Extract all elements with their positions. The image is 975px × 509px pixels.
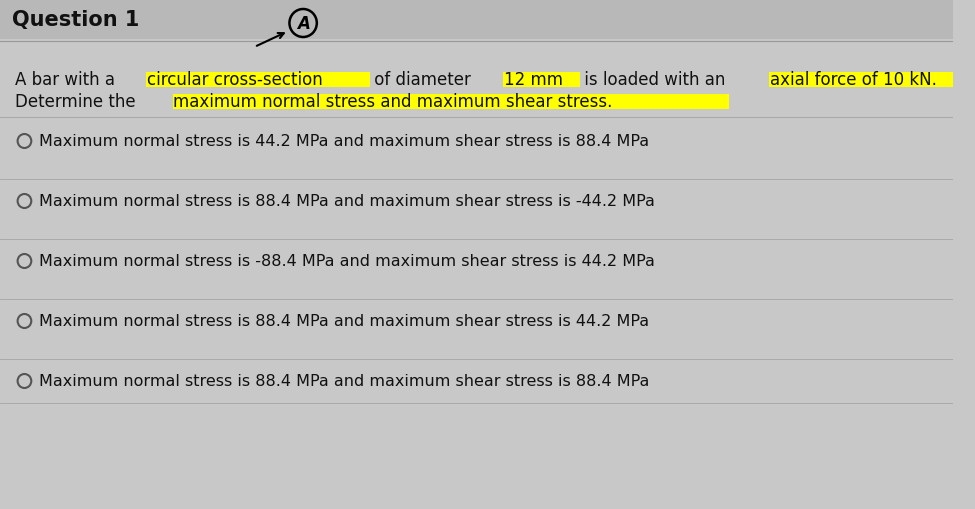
Text: axial force of 10 kN.: axial force of 10 kN. bbox=[770, 71, 937, 89]
FancyBboxPatch shape bbox=[503, 73, 580, 88]
Text: A bar with a: A bar with a bbox=[15, 71, 120, 89]
Text: of diameter: of diameter bbox=[370, 71, 477, 89]
Text: 12 mm: 12 mm bbox=[504, 71, 564, 89]
Text: Maximum normal stress is -88.4 MPa and maximum shear stress is 44.2 MPa: Maximum normal stress is -88.4 MPa and m… bbox=[39, 254, 655, 269]
Text: circular cross-section: circular cross-section bbox=[147, 71, 323, 89]
Text: Question 1: Question 1 bbox=[12, 10, 139, 30]
Text: maximum normal stress and maximum shear stress.: maximum normal stress and maximum shear … bbox=[174, 93, 613, 111]
Text: A: A bbox=[296, 15, 309, 33]
Text: Maximum normal stress is 88.4 MPa and maximum shear stress is 44.2 MPa: Maximum normal stress is 88.4 MPa and ma… bbox=[39, 314, 649, 329]
FancyBboxPatch shape bbox=[173, 95, 729, 110]
FancyBboxPatch shape bbox=[769, 73, 975, 88]
Text: Maximum normal stress is 88.4 MPa and maximum shear stress is -44.2 MPa: Maximum normal stress is 88.4 MPa and ma… bbox=[39, 194, 655, 209]
Text: Maximum normal stress is 44.2 MPa and maximum shear stress is 88.4 MPa: Maximum normal stress is 44.2 MPa and ma… bbox=[39, 134, 649, 149]
Text: Determine the: Determine the bbox=[15, 93, 140, 111]
Text: is loaded with an: is loaded with an bbox=[579, 71, 730, 89]
FancyBboxPatch shape bbox=[146, 73, 370, 88]
Text: Maximum normal stress is 88.4 MPa and maximum shear stress is 88.4 MPa: Maximum normal stress is 88.4 MPa and ma… bbox=[39, 374, 649, 389]
FancyBboxPatch shape bbox=[0, 0, 954, 40]
